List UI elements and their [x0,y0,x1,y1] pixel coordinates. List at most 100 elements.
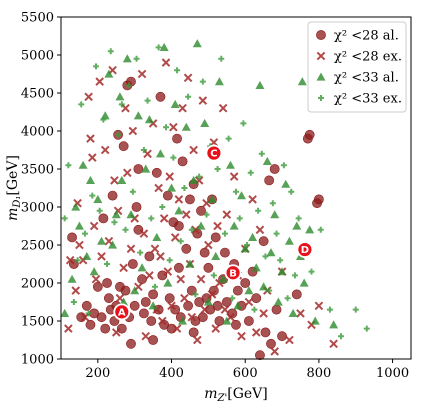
point-s0-33 [148,289,159,300]
point-s0-8 [98,213,109,224]
y-tick-label-3: 2500 [21,239,54,254]
point-s0-47 [177,156,188,167]
point-s2-19 [130,286,140,295]
point-s1-29 [139,229,149,238]
point-s0-28 [137,274,147,285]
point-s1-54 [187,312,197,322]
point-s0-73 [231,319,241,330]
point-s3-8 [93,63,99,70]
legend-box [307,21,407,113]
point-s2-26 [155,149,165,158]
point-s3-26 [159,204,166,210]
point-s2-3 [74,221,84,230]
point-s3-25 [155,44,162,51]
point-s3-28 [166,257,173,264]
point-s1-42 [165,172,174,181]
point-s0-29 [138,308,149,319]
point-s1-38 [158,316,167,326]
point-s0-68 [220,247,230,258]
point-s2-66 [299,278,309,287]
point-s3-9 [96,207,103,214]
point-s3-58 [277,257,284,264]
point-s2-54 [259,282,269,291]
point-s0-24 [127,259,138,269]
x-axis-label-sub: Z' [217,393,228,404]
y-axis: 1000 1500 2000 2500 3000 3500 4000 4500 5000 5500 [21,11,61,368]
point-s2-52 [251,263,261,272]
point-s3-51 [251,306,258,313]
point-s1-0 [64,324,73,333]
point-s3-66 [317,226,324,233]
y-tick-label-5: 3500 [21,163,54,178]
point-s0-64 [210,232,221,243]
point-s0-57 [197,312,208,323]
point-s1-69 [218,103,228,113]
point-s1-67 [213,221,222,231]
benchmark-points: A B C D [113,144,314,321]
point-s1-22 [121,103,130,113]
point-s3-46 [233,188,239,195]
point-s2-34 [185,259,195,268]
point-s1-18 [111,328,121,337]
plot-frame [60,16,412,360]
point-s1-41 [163,267,173,276]
point-s2-25 [152,232,162,241]
point-s0-80 [255,350,265,361]
x-tick-label-3: 800 [306,366,331,381]
point-s0-27 [133,164,144,174]
point-s0-10 [102,278,112,288]
point-s3-45 [229,295,236,302]
point-s3-0 [61,215,68,222]
data-marks [60,39,370,361]
point-s2-44 [222,316,232,325]
point-s1-65 [209,138,219,147]
point-s1-57 [193,335,202,345]
point-s0-97 [188,327,199,338]
point-s1-28 [137,69,147,79]
point-s2-15 [117,175,127,184]
point-s0-79 [251,293,262,304]
point-s0-18 [116,323,127,334]
point-s3-6 [85,310,92,317]
point-s2-62 [288,308,298,317]
point-s0-51 [186,285,197,296]
point-s0-56 [196,205,206,216]
point-s3-44 [225,135,232,142]
point-s1-49 [178,103,187,113]
point-s2-68 [310,316,320,325]
point-s3-36 [196,173,203,180]
y-tick-label-2: 2000 [21,277,54,292]
benchmark-d: D [296,241,314,258]
point-s1-88 [314,301,324,311]
point-s1-30 [141,331,151,341]
point-s3-10 [100,116,107,123]
point-s1-17 [110,176,119,185]
point-s0-7 [96,312,107,323]
x-tick-label-0: 200 [85,366,110,381]
point-s2-0 [60,308,70,317]
point-s2-61 [284,236,294,245]
point-s3-15 [118,101,125,108]
y-axis-label: mD₁[GeV] [5,155,23,221]
y-tick-label-4: 3000 [21,201,54,216]
point-s2-5 [82,251,92,260]
point-s1-32 [145,271,154,280]
benchmark-a: A [113,303,131,321]
benchmark-label-d: D [301,245,309,256]
point-s0-31 [144,251,155,262]
point-s1-46 [172,324,182,333]
point-s3-38 [203,211,210,218]
point-s1-89 [329,339,338,349]
point-s3-11 [104,261,111,267]
point-s0-4 [85,319,96,330]
point-s0-76 [240,278,251,288]
point-s3-49 [244,242,251,248]
y-tick-label-0: 1000 [21,353,54,368]
point-s3-24 [151,283,158,290]
y-axis-label-main: m [5,208,21,221]
point-s2-58 [273,297,283,306]
x-tick-label-1: 400 [159,366,184,381]
point-s3-16 [122,226,129,233]
point-s3-59 [280,162,287,169]
point-s0-96 [173,221,184,231]
